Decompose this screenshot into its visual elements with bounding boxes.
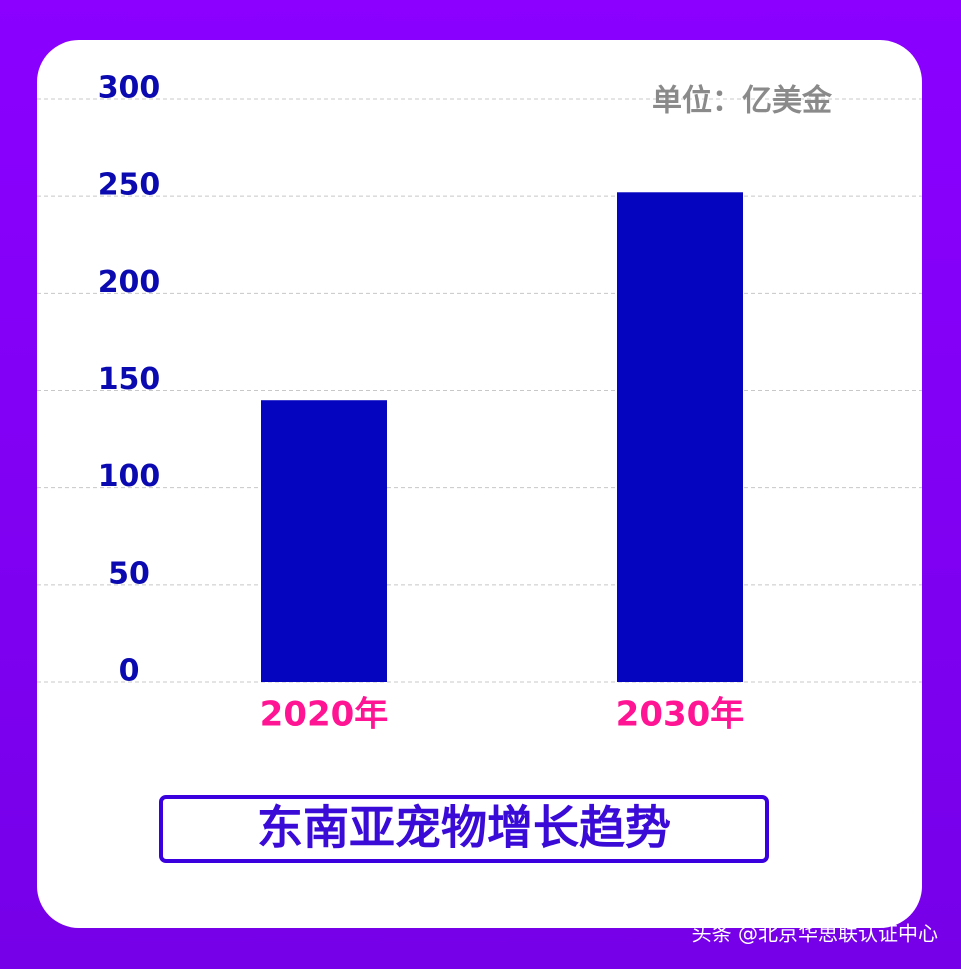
x-tick-label: 2030年	[616, 695, 745, 735]
y-tick-label: 50	[108, 556, 150, 591]
y-tick-label: 250	[98, 168, 161, 203]
plot: 0 50 100 150 200 250 300 2020年 2030年	[98, 71, 745, 735]
x-tick-label: 2020年	[260, 695, 389, 735]
y-tick-label: 200	[98, 265, 161, 300]
watermark: 头条 @北京华思联认证中心	[692, 922, 938, 946]
y-tick-label: 100	[98, 459, 161, 494]
y-tick-label: 150	[98, 362, 161, 397]
grid	[37, 98, 922, 683]
card	[37, 40, 922, 928]
y-tick-label: 300	[98, 71, 161, 106]
y-tick-label: 0	[119, 654, 140, 689]
unit-label: 单位：亿美金	[652, 84, 833, 119]
bar	[617, 192, 743, 682]
chart-title: 东南亚宠物增长趋势	[257, 801, 671, 855]
title-box	[159, 795, 769, 863]
bar	[261, 400, 387, 682]
